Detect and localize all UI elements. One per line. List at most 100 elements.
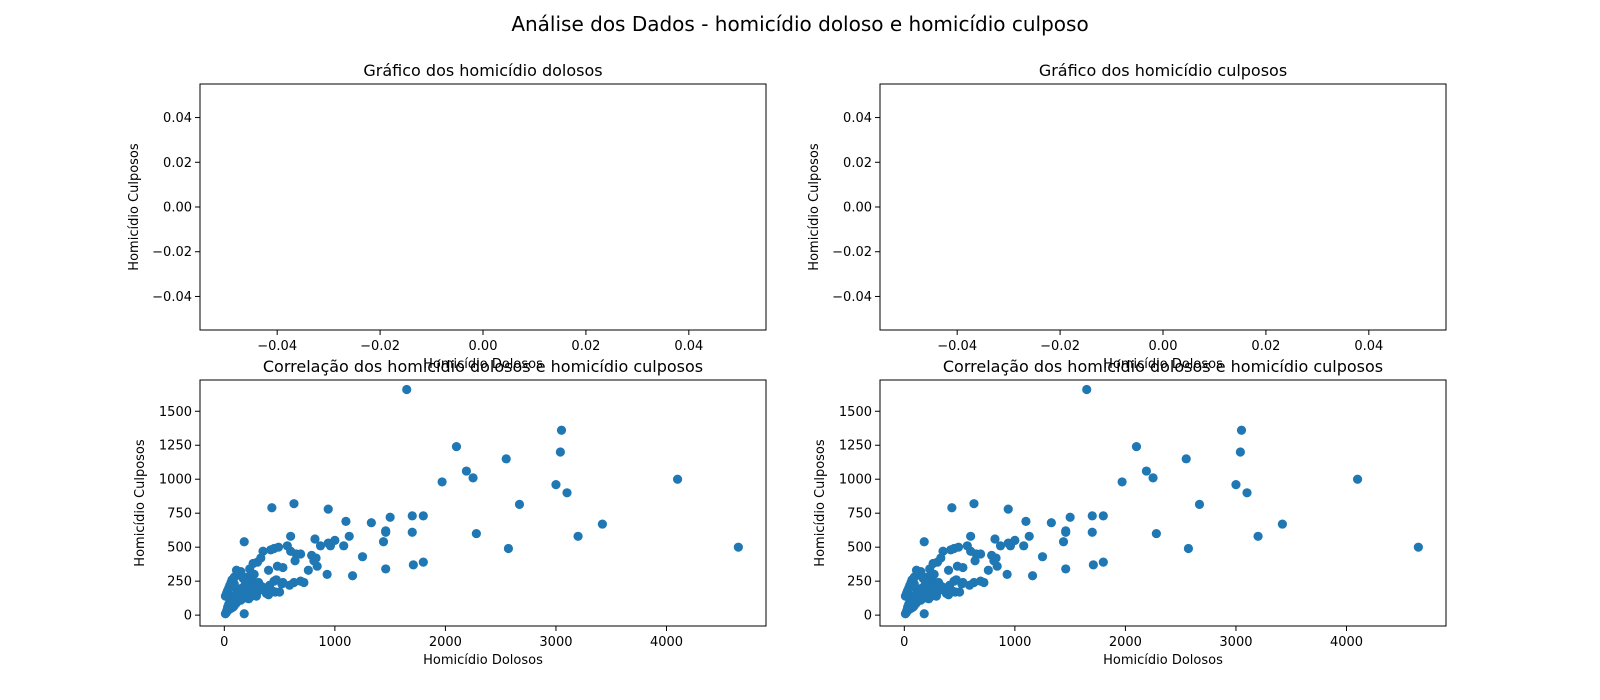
data-point	[514, 499, 525, 509]
axes-2: −0.04 −0.02 0.00 0.02 0.04 −0.04 −0.02 0.00 0.02…	[807, 61, 1447, 372]
data-point	[1021, 516, 1031, 526]
data-point	[597, 519, 607, 529]
x-tick-label: 3000	[1219, 635, 1252, 650]
data-point	[1117, 477, 1127, 487]
data-point	[953, 542, 964, 552]
data-point	[556, 425, 567, 435]
scatter-points	[900, 384, 1423, 619]
data-point	[273, 542, 284, 552]
data-point	[1037, 552, 1048, 562]
data-point	[309, 556, 319, 566]
y-tick-label: 1000	[159, 473, 192, 488]
data-point	[381, 526, 391, 536]
data-point	[408, 560, 418, 570]
data-point	[672, 474, 683, 484]
y-axis-label: Homicídio Culposos	[807, 143, 822, 271]
data-point	[1061, 526, 1071, 536]
y-tick-label: 250	[167, 575, 192, 590]
axes-4: 0 1000 2000 3000 4000 0 250 500 750 1000 1250 1500 C…	[813, 357, 1447, 668]
x-tick-label: 1000	[318, 635, 351, 650]
x-tick-label: 0	[900, 635, 908, 650]
data-point	[263, 565, 274, 575]
data-point	[240, 576, 250, 586]
x-tick-label: 0.02	[571, 339, 600, 354]
data-point	[969, 499, 979, 509]
axes-container: −0.04 −0.02 0.00 0.02 0.04 −0.04 −0.02 0.00 0.02…	[127, 61, 1447, 668]
data-point	[468, 473, 478, 483]
data-point	[1046, 518, 1056, 528]
data-point	[966, 531, 976, 541]
x-tick-label: 2000	[1109, 635, 1142, 650]
data-point	[1065, 512, 1075, 522]
y-axis-label: Homicídio Culposos	[127, 143, 142, 271]
data-point	[323, 504, 333, 514]
data-point	[979, 577, 989, 588]
axes-title: Correlação dos homicídio dolosos e homic…	[263, 357, 703, 376]
data-point	[1002, 569, 1012, 579]
data-point	[267, 503, 277, 513]
data-point	[341, 516, 351, 526]
data-point	[989, 556, 999, 566]
data-point	[900, 591, 911, 601]
data-point	[983, 565, 993, 575]
data-point	[555, 447, 565, 457]
data-point	[299, 577, 309, 588]
data-point	[220, 591, 231, 601]
data-point	[929, 569, 939, 579]
figure-suptitle: Análise dos Dados - homicídio doloso e h…	[511, 12, 1088, 36]
data-point	[274, 587, 285, 597]
axes-frame	[879, 83, 1447, 331]
data-point	[1131, 441, 1142, 452]
axes-title: Correlação dos homicídio dolosos e homic…	[943, 357, 1383, 376]
data-point	[418, 557, 428, 567]
data-point	[266, 545, 276, 555]
y-tick-label: −0.04	[832, 290, 872, 305]
data-point	[1183, 543, 1194, 554]
data-point	[990, 534, 1000, 544]
data-point	[1003, 504, 1013, 514]
x-tick-label: 4000	[650, 635, 683, 650]
data-point	[239, 609, 249, 619]
data-point	[249, 569, 259, 579]
data-point	[407, 527, 417, 537]
data-point	[970, 556, 980, 566]
data-point	[339, 541, 349, 551]
x-tick-label: 0.00	[1149, 339, 1178, 354]
y-tick-label: −0.02	[832, 245, 872, 260]
data-point	[1236, 425, 1247, 435]
x-tick-label: 0.04	[1354, 339, 1383, 354]
data-point	[451, 441, 462, 452]
data-point	[347, 571, 358, 581]
data-point	[357, 552, 368, 562]
data-point	[286, 531, 296, 541]
data-point	[461, 466, 472, 476]
y-tick-label: 500	[847, 541, 872, 556]
x-tick-label: −0.04	[257, 339, 297, 354]
data-point	[471, 528, 481, 539]
data-point	[958, 562, 968, 573]
data-point	[1087, 511, 1097, 521]
data-point	[1181, 454, 1191, 464]
data-point	[1061, 564, 1071, 574]
data-point	[402, 384, 412, 395]
axes-3: 0 1000 2000 3000 4000 0 250 500 750 1000 1250 1500 C…	[133, 357, 767, 668]
data-point	[951, 575, 961, 585]
y-tick-label: −0.02	[152, 245, 192, 260]
data-point	[919, 609, 929, 619]
data-point	[366, 518, 376, 528]
data-point	[1148, 473, 1158, 483]
data-point	[503, 543, 514, 554]
axes-frame	[199, 83, 767, 331]
data-point	[971, 549, 981, 559]
axes-title: Gráfico dos homicídio culposos	[1039, 61, 1287, 80]
data-point	[344, 531, 354, 541]
y-tick-label: 0.00	[843, 201, 872, 216]
x-tick-label: 3000	[539, 635, 572, 650]
data-point	[437, 477, 447, 487]
data-point	[278, 562, 288, 573]
y-tick-label: 1250	[839, 439, 872, 454]
data-point	[954, 587, 965, 597]
y-tick-label: 1500	[159, 405, 192, 420]
data-point	[1027, 571, 1038, 581]
